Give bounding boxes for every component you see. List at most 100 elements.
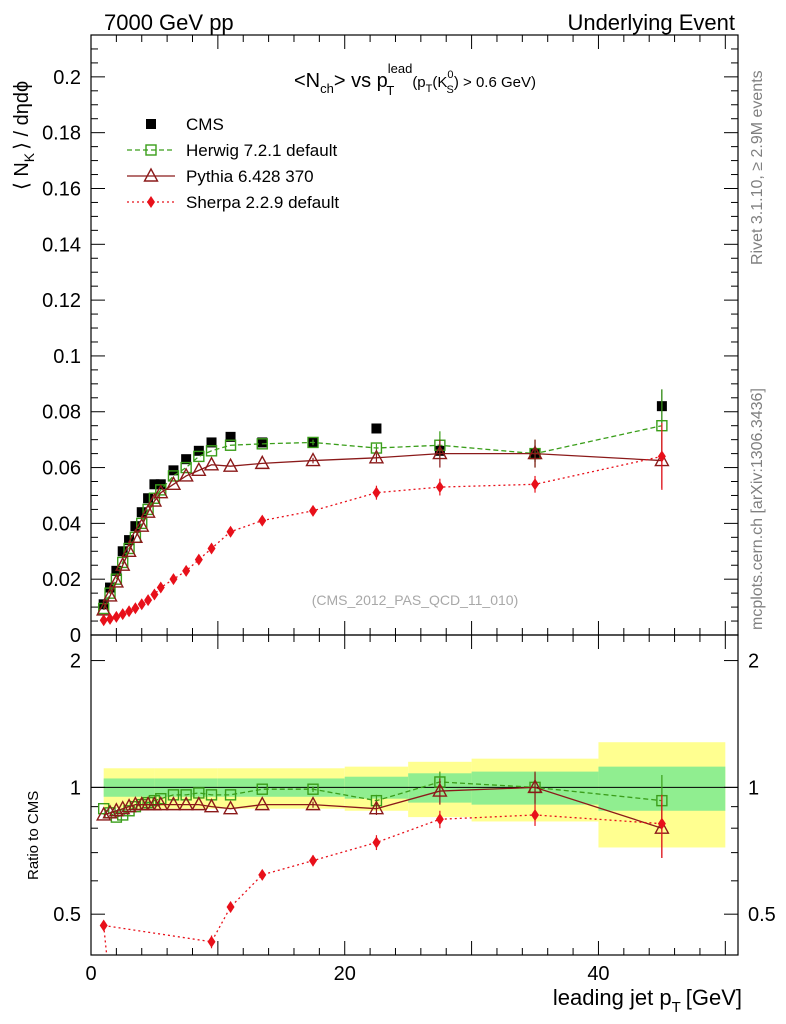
y-tick-label: 0.1 xyxy=(53,346,81,368)
series-line xyxy=(103,455,663,621)
ratio-point xyxy=(102,804,118,819)
ratio-y-axis-label: Ratio to CMS xyxy=(25,791,42,880)
ratio-point xyxy=(435,813,444,826)
data-point xyxy=(178,467,194,482)
ratio-point xyxy=(180,789,192,801)
ratio-point xyxy=(307,783,319,795)
y-tick-label: 0.18 xyxy=(42,123,81,145)
data-point xyxy=(130,521,141,532)
analysis-watermark: (CMS_2012_PAS_QCD_11_010) xyxy=(312,592,519,608)
data-point xyxy=(180,461,192,474)
data-point xyxy=(258,514,267,527)
header-right: Underlying Event xyxy=(567,10,735,35)
main-series-layer xyxy=(96,389,670,627)
data-point xyxy=(102,587,118,602)
series-herwig-7-2-1-default xyxy=(97,389,668,615)
data-point xyxy=(140,503,156,518)
data-point xyxy=(368,449,385,464)
data-point xyxy=(657,450,666,463)
ratio-point xyxy=(368,800,385,815)
ratio-point xyxy=(372,836,381,849)
data-point xyxy=(527,445,543,460)
ratio-uncertainty-bands xyxy=(103,742,726,848)
legend-label: CMS xyxy=(186,115,224,134)
x-tick-label: 20 xyxy=(334,963,356,985)
data-point xyxy=(225,431,236,442)
y-tick-label: 0.12 xyxy=(42,290,81,312)
ratio-point xyxy=(222,800,239,815)
y-tick-label: 0.02 xyxy=(42,569,81,591)
data-point xyxy=(146,492,163,507)
data-point xyxy=(149,479,160,490)
data-point xyxy=(124,535,135,546)
data-point xyxy=(169,573,178,586)
data-point xyxy=(112,610,121,623)
ratio-point xyxy=(527,778,543,794)
ratio-tick-label-left: 1 xyxy=(70,777,81,799)
y-tick-label: 0.2 xyxy=(53,67,81,89)
x-axis-ticks xyxy=(90,35,726,955)
ratio-point xyxy=(432,782,448,797)
data-point xyxy=(435,481,444,494)
ratio-tick-label-left: 0.5 xyxy=(53,904,81,926)
data-point xyxy=(134,517,150,532)
ratio-point xyxy=(167,789,180,801)
data-point xyxy=(181,454,192,465)
ratio-point xyxy=(121,798,137,813)
y-tick-label: 0.06 xyxy=(42,458,81,480)
series-line xyxy=(103,425,663,609)
legend-label: Pythia 6.428 370 xyxy=(186,167,314,186)
ratio-sherpa-2-2-9-default xyxy=(99,794,666,956)
y-tick-label: 0.14 xyxy=(42,234,81,256)
legend-marker xyxy=(145,144,157,156)
ratio-line xyxy=(103,814,662,943)
data-point xyxy=(203,456,220,471)
data-point xyxy=(206,437,217,448)
data-point xyxy=(207,542,216,555)
data-point xyxy=(131,602,140,615)
ratio-point xyxy=(153,796,169,811)
data-point xyxy=(226,525,235,538)
ratio-tick-label-right: 0.5 xyxy=(748,904,776,926)
data-point xyxy=(370,442,383,454)
data-point xyxy=(167,470,180,482)
data-point xyxy=(254,454,270,470)
header-left: 7000 GeV pp xyxy=(104,10,234,35)
ratio-tick-label-left: 2 xyxy=(70,651,81,673)
data-point xyxy=(127,528,144,544)
ratio-point xyxy=(178,796,194,811)
data-point xyxy=(165,475,182,491)
ratio-y-tick-labels: 0.5 0.5 1 1 2 2 xyxy=(53,651,776,927)
data-point xyxy=(222,457,239,472)
mcplots-label: mcplots.cern.ch [arXiv:1306.3436] xyxy=(749,388,766,630)
data-point xyxy=(372,486,381,499)
legend-marker xyxy=(143,167,159,182)
ratio-series-layer xyxy=(96,771,670,956)
data-point xyxy=(118,608,127,621)
x-tick-label: 0 xyxy=(85,963,96,985)
main-axis-ticks xyxy=(91,48,738,636)
series-line xyxy=(103,452,662,611)
chart-title: <Nch> vs plead T (pT(K0 S) > 0.6 GeV) xyxy=(294,61,536,98)
data-point xyxy=(156,581,165,594)
data-point xyxy=(99,614,108,627)
data-point xyxy=(121,542,137,557)
data-point xyxy=(125,605,134,618)
ratio-point xyxy=(256,783,268,795)
ratio-point xyxy=(305,796,321,811)
ratio-tick-label-right: 2 xyxy=(748,651,759,673)
data-point xyxy=(153,484,169,499)
main-y-tick-labels: 0 0.02 0.04 0.06 0.08 0.1 0.12 0.14 0.16 0.18 0.2 xyxy=(42,67,81,647)
x-tick-labels: 0 20 40 xyxy=(85,963,609,985)
ratio-point xyxy=(123,805,135,817)
data-point xyxy=(143,493,154,504)
data-point xyxy=(309,504,318,517)
x-tick-label: 40 xyxy=(587,963,609,985)
y-tick-label: 0.04 xyxy=(42,513,81,535)
ratio-point xyxy=(531,808,540,821)
data-point xyxy=(307,436,319,449)
ratio-tick-label-right: 1 xyxy=(748,777,759,799)
data-point xyxy=(256,438,268,450)
data-point xyxy=(531,478,540,491)
